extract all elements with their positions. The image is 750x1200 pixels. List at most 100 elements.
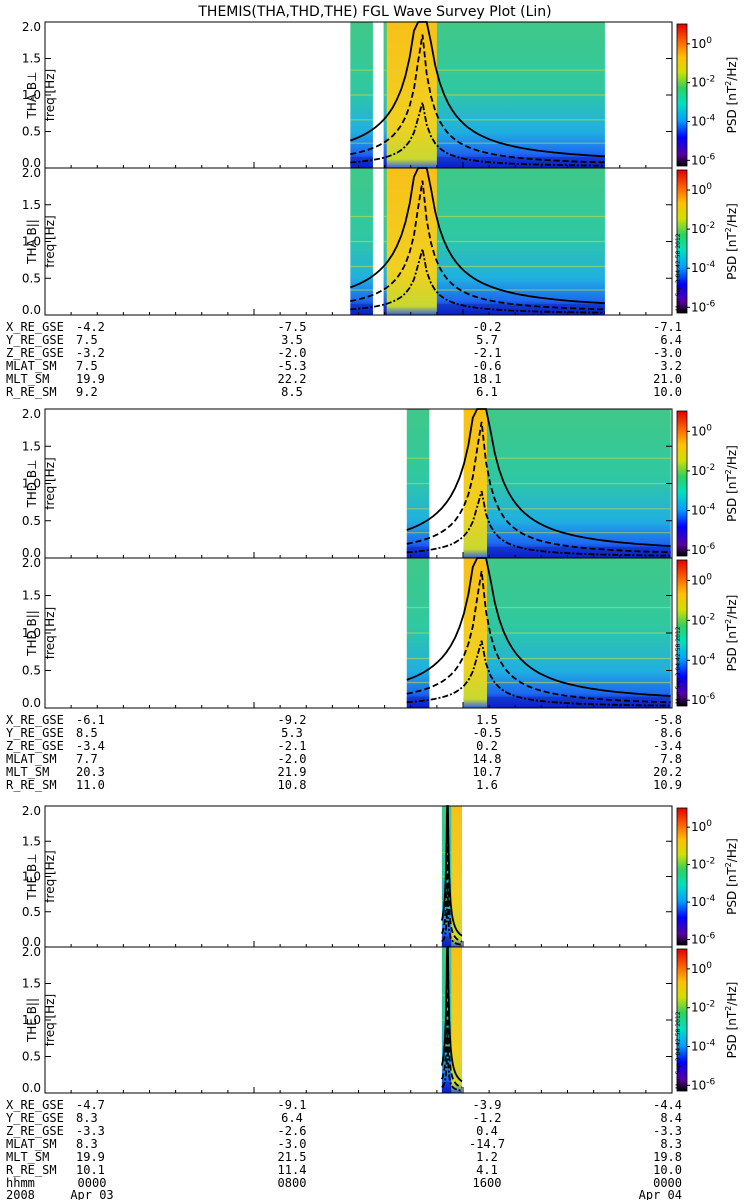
solid-curve [406, 408, 671, 547]
colorbar-tick-exponent: -2 [706, 857, 715, 867]
ephemeris-value: -3.4 [653, 739, 682, 753]
ephemeris-value: -3.9 [473, 1098, 502, 1112]
low-frequency-band [406, 696, 430, 708]
time-axis-layer: hhmm 0000 0800 1600 0000 2008 Apr 03 Apr 04 [6, 1176, 682, 1200]
ephemeris-value: 11.4 [278, 1163, 307, 1177]
ephemeris-row-label: MLAT_SM [6, 359, 57, 373]
ephemeris-value: 8.3 [76, 1111, 98, 1125]
y-tick-label: 1.5 [22, 589, 41, 603]
ephemeris-value: -3.2 [76, 346, 105, 360]
colorbar-tick-label: 10-6 [691, 299, 716, 314]
y-tick-label: 0.0 [22, 1081, 41, 1095]
ephemeris-value: -2.0 [278, 752, 307, 766]
ephemeris-value: -7.5 [278, 320, 307, 334]
ephemeris-value: -5.8 [653, 713, 682, 727]
ephemeris-value: -6.1 [76, 713, 105, 727]
colorbar-label-tail: /Hz] [725, 203, 739, 227]
y-axis-label: freq [Hz] [43, 850, 57, 902]
dashed-curve [350, 180, 605, 311]
page-title: THEMIS(THA,THD,THE) FGL Wave Survey Plot… [197, 4, 551, 20]
colorbar-tick-label: 10-6 [691, 542, 716, 557]
low-frequency-band [350, 157, 373, 168]
y-tick-label: 2.0 [22, 407, 41, 421]
dashed-curve [350, 34, 605, 164]
y-tick-label: 1.0 [22, 626, 41, 640]
colorbar-tick-label: 10-2 [691, 612, 715, 627]
ephemeris-value: 1.2 [476, 1150, 498, 1164]
ephemeris-value: -9.2 [278, 713, 307, 727]
ephemeris-row-label: Z_RE_GSE [6, 739, 64, 753]
colorbar-tick-label: 10-2 [691, 75, 715, 90]
y-tick-label: 0.5 [22, 514, 41, 528]
colorbar [676, 807, 688, 946]
solid-curve [349, 167, 605, 305]
ephemeris-value: 20.2 [653, 765, 682, 779]
y-tick-label: 1.5 [22, 439, 41, 453]
ephemeris-value: -0.2 [473, 320, 502, 334]
colorbar-label-sup: 2 [724, 1006, 733, 1011]
ephemeris-value: -4.7 [76, 1098, 105, 1112]
y-tick-label: 1.0 [22, 235, 41, 249]
colorbar-tick-label: 100 [691, 572, 712, 587]
ephemeris-value: 1.6 [476, 778, 498, 792]
spectrogram-panel: 0.0 0.5 1.0 1.5 2.0 THD B|| freq [Hz] 100 10-2 10… [22, 556, 739, 710]
ephemeris-value: 7.8 [660, 752, 682, 766]
ephemeris-value: 7.7 [76, 752, 98, 766]
colorbar-tick-exponent: 0 [706, 819, 712, 829]
low-frequency-band [350, 303, 373, 315]
colorbar-label-tail: /Hz] [725, 982, 739, 1006]
colorbar-tick-label: 10-4 [691, 503, 716, 518]
dashed-curve [406, 421, 671, 554]
colorbar-tick-exponent: -6 [706, 299, 715, 309]
colorbar-tick-exponent: -2 [706, 612, 715, 622]
y-tick-label: 2.0 [22, 166, 41, 180]
colorbar-label-sup: 2 [724, 469, 733, 474]
colorbar-label: PSD [nT2/Hz] [724, 445, 739, 522]
dash-dot-curve [350, 248, 605, 314]
start-date-label: Apr 03 [70, 1188, 113, 1200]
y-tick-label: 0.0 [22, 935, 41, 949]
ephemeris-value: -9.1 [278, 1098, 307, 1112]
ephemeris-value: 8.4 [660, 1111, 682, 1125]
colorbar [676, 23, 688, 167]
ephemeris-value: -3.3 [653, 1124, 682, 1138]
dash-dot-curve [406, 490, 671, 557]
colorbar-label-sup: 2 [724, 81, 733, 86]
spectrogram-panel: 0.0 0.5 1.0 1.5 2.0 THD B⊥ freq [Hz] 100 10-2 10-… [22, 407, 739, 560]
ephemeris-value: 0.4 [476, 1124, 498, 1138]
y-tick-label: 1.5 [22, 834, 41, 848]
ephemeris-value: 19.8 [653, 1150, 682, 1164]
ephemeris-value: 14.8 [473, 752, 502, 766]
colorbar-label-sup: 2 [724, 862, 733, 867]
colorbar-tick-label: 10-2 [691, 221, 715, 236]
dashed-curve [441, 818, 463, 943]
colorbar-tick-exponent: -6 [706, 542, 715, 552]
ephemeris-row-label: R_RE_SM [6, 1163, 57, 1177]
colorbar-label-sup: 2 [724, 619, 733, 624]
ephemeris-row-label: R_RE_SM [6, 778, 57, 792]
colorbar-label-tail: /Hz] [725, 595, 739, 619]
colorbar-tick-label: 100 [691, 961, 712, 976]
panel-label: THA B⊥ [25, 71, 39, 119]
colorbar-label: PSD [nT2/Hz] [724, 838, 739, 915]
ephemeris-row-label: X_RE_GSE [6, 1098, 64, 1112]
colorbar [676, 559, 688, 707]
ephemeris-value: 10.7 [473, 765, 502, 779]
ephemeris-row-label: MLT_SM [6, 765, 49, 779]
ephemeris-row-label: X_RE_GSE [6, 713, 64, 727]
ephemeris-value: 21.0 [653, 372, 682, 386]
dash-dot-curve [441, 883, 463, 946]
panels-layer: 0.0 0.5 1.0 1.5 2.0 THA B⊥ freq [Hz] 100 10-2 10-… [22, 20, 739, 1095]
dashed-curve [406, 570, 671, 704]
ephemeris-value: -2.6 [278, 1124, 307, 1138]
ephemeris-value: 10.8 [278, 778, 307, 792]
ephemeris-value: 8.5 [281, 385, 303, 399]
time-row-label: hhmm [6, 1176, 35, 1190]
ephemeris-value: 9.2 [76, 385, 98, 399]
colorbar-tick-label: 10-6 [691, 692, 716, 707]
ephemeris-value: 1.5 [476, 713, 498, 727]
colorbar-tick-label: 100 [691, 36, 712, 51]
ephemeris-table: X_RE_GSE -4.2 -7.5 -0.2 -7.1 Y_RE_GSE 7.5 3.5 5.… [6, 320, 682, 399]
